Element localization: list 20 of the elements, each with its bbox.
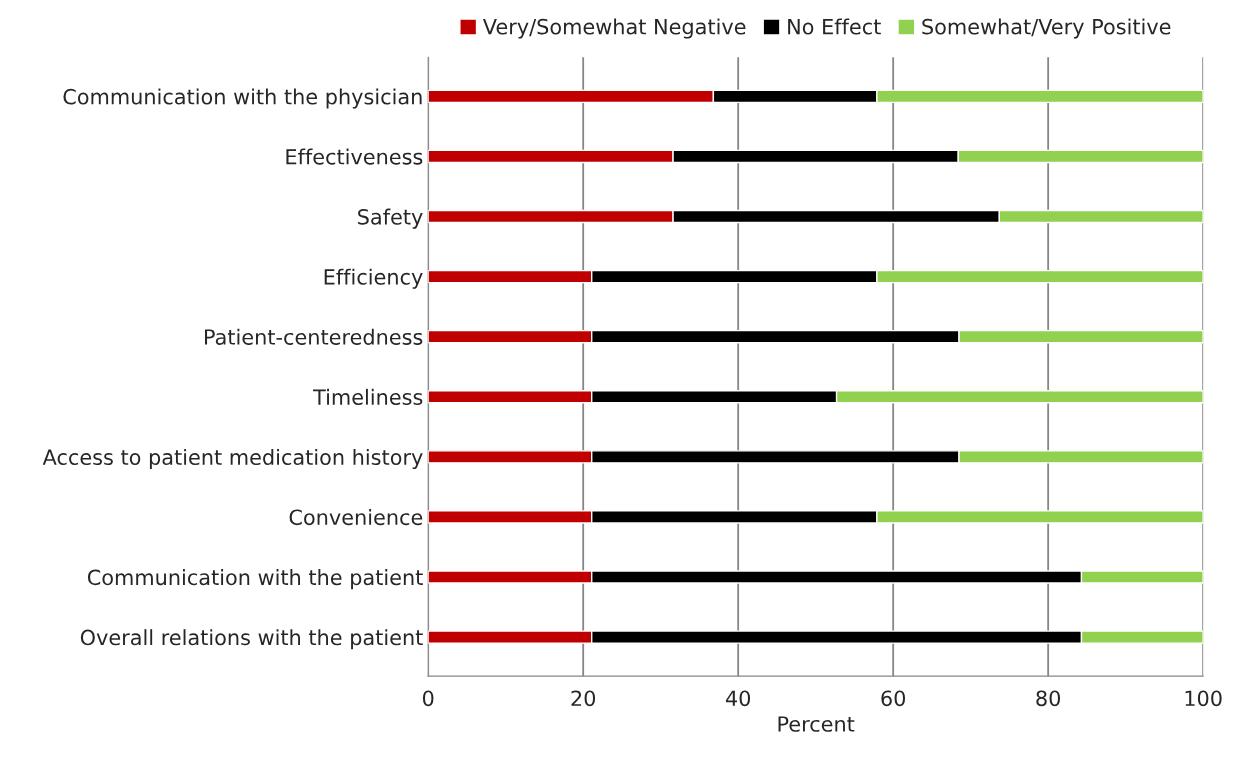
y-tick-label: Patient-centeredness — [205, 328, 423, 345]
y-tick-label: Overall relations with the patient — [80, 629, 423, 650]
x-axis-title: Percent — [778, 716, 855, 732]
legend-label: No Effect — [788, 18, 881, 35]
legend-label: Very/Somewhat Negative — [482, 18, 746, 39]
y-tick-label: Communication with the physician — [63, 88, 422, 109]
y-tick-label: Safety — [358, 208, 423, 229]
y-tick-label: Effectiveness — [286, 148, 423, 165]
x-tick-label: 20 — [571, 690, 596, 707]
x-tick-label: 100 — [1185, 690, 1222, 707]
y-tick-label: Efficiency — [324, 268, 423, 289]
y-tick-label: Access to patient medication history — [42, 448, 423, 470]
y-tick-label: Timeliness — [313, 388, 423, 405]
y-tick-label: Communication with the patient — [87, 569, 423, 590]
y-tick-label: Convenience — [289, 509, 423, 526]
x-tick-label: 60 — [881, 690, 906, 707]
legend-label: Somewhat/Very Positive — [922, 18, 1171, 39]
x-tick-label: 80 — [1036, 690, 1061, 707]
x-tick-label: 40 — [725, 690, 751, 707]
x-tick-label: 0 — [422, 690, 434, 707]
